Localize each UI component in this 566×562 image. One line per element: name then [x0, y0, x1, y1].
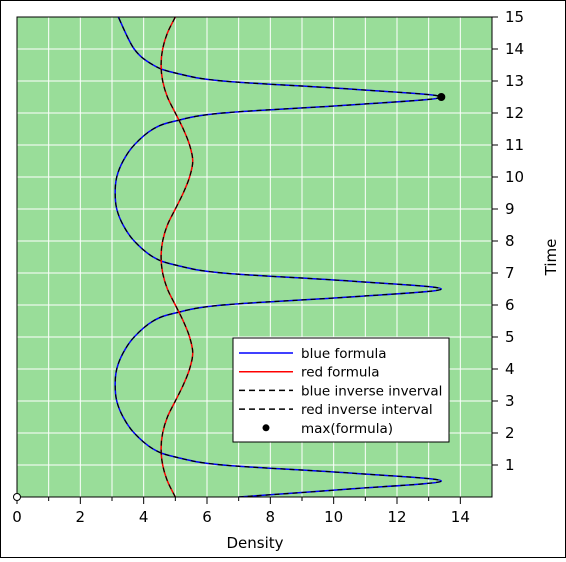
y-tick-label: 6 — [505, 296, 515, 314]
x-tick-label: 6 — [202, 508, 212, 526]
marker-origin — [13, 493, 21, 501]
inverse-interval-red-formula — [160, 17, 194, 497]
y-tick-label: 2 — [505, 424, 515, 442]
y-tick-label: 4 — [505, 360, 515, 378]
y-tick-label: 15 — [505, 8, 524, 26]
legend-label: blue inverse inverval — [301, 383, 442, 399]
legend: blue formula red formula blue inverse inve… — [232, 337, 450, 443]
inverse-interval-blue-formula — [114, 17, 442, 497]
y-tick-label: 13 — [505, 72, 524, 90]
markers — [13, 93, 446, 501]
x-tick-label: 12 — [387, 508, 406, 526]
y-tick-label: 1 — [505, 456, 515, 474]
legend-label: red inverse interval — [301, 402, 433, 418]
x-axis-label: Density — [226, 534, 283, 552]
y-tick-label: 7 — [505, 264, 515, 282]
plot-border — [16, 16, 493, 498]
x-tick-label: 14 — [451, 508, 470, 526]
legend-marker — [262, 424, 270, 432]
x-tick-label: 10 — [324, 508, 343, 526]
x-tick-label: 2 — [76, 508, 86, 526]
y-tick-label: 9 — [505, 200, 515, 218]
x-axis: 0 2 4 6 8 10 12 14 — [12, 497, 470, 526]
legend-label: red formula — [301, 365, 379, 381]
y-tick-label: 10 — [505, 168, 524, 186]
y-tick-label: 14 — [505, 40, 524, 58]
legend-label: blue formula — [301, 346, 387, 362]
legend-label: max(formula) — [301, 421, 393, 437]
y-tick-label: 8 — [505, 232, 515, 250]
series-layer — [114, 17, 443, 497]
x-tick-label: 4 — [139, 508, 149, 526]
y-tick-label: 12 — [505, 104, 524, 122]
y-tick-label: 11 — [505, 136, 524, 154]
x-tick-label: 8 — [266, 508, 276, 526]
y-tick-label: 3 — [505, 392, 515, 410]
x-tick-label: 0 — [12, 508, 22, 526]
marker-max-formula — [437, 93, 446, 101]
y-axis-label: Time — [542, 239, 560, 277]
y-tick-label: 5 — [505, 328, 515, 346]
